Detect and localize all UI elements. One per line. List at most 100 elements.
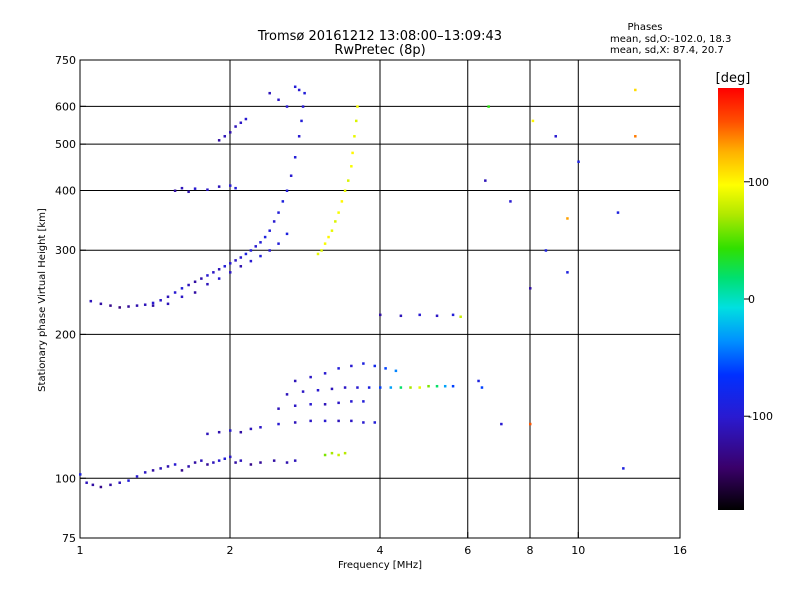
data-point (399, 386, 403, 389)
data-point (239, 459, 243, 462)
data-point (330, 229, 334, 232)
data-point (166, 295, 170, 299)
data-point (109, 483, 112, 487)
data-point (234, 125, 237, 128)
data-point (180, 469, 184, 472)
data-point (316, 388, 320, 392)
data-point (297, 135, 301, 138)
phase-stats-o: mean, sd,O:-102.0, 18.3 (610, 34, 731, 45)
data-point (343, 386, 347, 389)
data-point (259, 254, 262, 258)
y-tick-label: 75 (62, 532, 76, 545)
data-point (634, 88, 637, 92)
data-point (500, 422, 503, 426)
data-point (187, 283, 190, 287)
y-tick-label: 300 (55, 244, 76, 257)
data-point (337, 401, 340, 405)
data-point (259, 461, 262, 464)
data-point (135, 304, 139, 307)
data-point (143, 471, 147, 474)
data-point (293, 459, 297, 462)
data-point (268, 91, 271, 95)
data-point (206, 463, 209, 466)
data-point (234, 259, 237, 262)
data-point (323, 242, 327, 245)
data-point (281, 200, 285, 203)
data-point (350, 165, 353, 168)
data-point (206, 188, 209, 191)
data-point (244, 117, 248, 121)
data-point (356, 386, 359, 389)
data-point (239, 265, 243, 268)
data-point (159, 467, 162, 470)
data-point (323, 403, 327, 406)
data-point (99, 302, 103, 306)
data-point (99, 485, 103, 489)
data-point (217, 185, 221, 188)
colorbar-tick-label: 0 (748, 293, 755, 306)
data-point (418, 313, 421, 317)
data-point (268, 229, 271, 232)
data-point (346, 179, 350, 182)
data-point (166, 302, 170, 306)
x-tick-label: 6 (464, 544, 471, 557)
data-point (362, 421, 365, 424)
data-point (301, 105, 305, 108)
data-point (217, 430, 221, 434)
data-point (384, 367, 387, 370)
colorbar: [deg] 100 0 -100 (716, 71, 773, 510)
data-point (301, 390, 305, 393)
data-point (343, 451, 347, 455)
x-tick-label: 8 (527, 544, 534, 557)
data-point (362, 400, 365, 403)
axis-ticks: 1 2 4 6 8 10 16 75 100 200 300 400 500 600 750 (55, 54, 687, 557)
colorbar-tick-label: -100 (748, 410, 773, 423)
data-point (373, 421, 377, 424)
colorbar-gradient (718, 88, 744, 510)
data-point (229, 184, 232, 187)
data-point (127, 305, 130, 308)
data-point (435, 384, 439, 388)
data-point (529, 422, 532, 426)
data-point (293, 156, 297, 159)
data-point (529, 287, 532, 290)
data-point (200, 459, 203, 462)
data-point (480, 386, 484, 389)
data-point (289, 174, 293, 177)
data-point (350, 400, 353, 403)
data-point (217, 459, 221, 462)
data-point (212, 271, 215, 274)
data-point (451, 313, 455, 317)
colorbar-tick-label: 100 (748, 176, 769, 189)
data-point (337, 211, 340, 214)
data-point (166, 465, 170, 468)
data-point (272, 459, 276, 462)
data-point (330, 451, 334, 455)
data-point (118, 481, 121, 484)
data-point (337, 367, 340, 370)
data-point (509, 200, 512, 203)
data-point (354, 119, 358, 123)
data-point (351, 151, 354, 155)
data-point (399, 314, 403, 318)
data-point (229, 429, 232, 432)
data-point (367, 386, 371, 389)
data-point (418, 386, 421, 389)
data-point (297, 88, 301, 92)
y-tick-label: 200 (55, 328, 76, 341)
data-point (323, 372, 327, 375)
data-point (249, 427, 253, 431)
x-tick-label: 2 (227, 544, 234, 557)
data-point (187, 190, 190, 194)
data-point (285, 393, 289, 396)
x-tick-label: 1 (77, 544, 84, 557)
data-point (337, 419, 340, 423)
data-point (285, 461, 289, 464)
data-point (487, 105, 490, 108)
colorbar-ticks: 100 0 -100 (744, 176, 773, 423)
data-point (173, 189, 177, 192)
data-point (285, 232, 289, 236)
data-point (193, 187, 197, 190)
grid (80, 60, 680, 538)
